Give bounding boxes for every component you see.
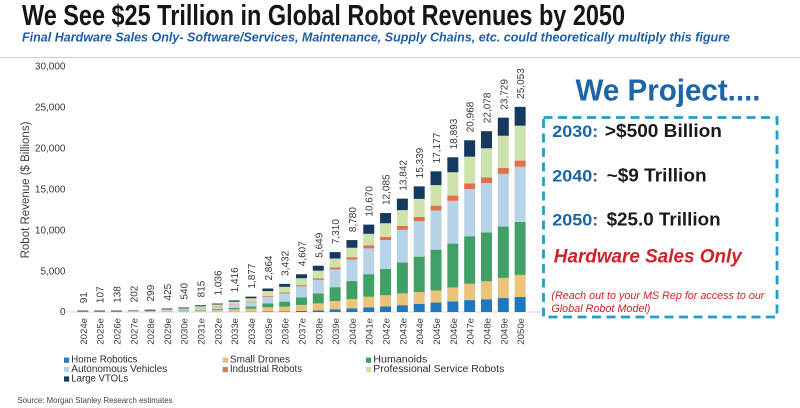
svg-text:2037e: 2037e: [297, 318, 308, 345]
svg-text:Small Drones: Small Drones: [230, 355, 290, 366]
svg-text:2040e: 2040e: [348, 318, 359, 345]
svg-text:23,729: 23,729: [499, 79, 510, 110]
svg-text:12,085: 12,085: [382, 174, 393, 205]
svg-text:Robot Revenue ($ Billions): Robot Revenue ($ Billions): [20, 121, 32, 258]
svg-text:2029e: 2029e: [163, 318, 174, 345]
svg-text:815: 815: [197, 280, 208, 297]
svg-text:2033e: 2033e: [230, 318, 241, 345]
svg-text:2031e: 2031e: [197, 318, 208, 345]
svg-text:1,877: 1,877: [247, 263, 258, 288]
svg-text:22,078: 22,078: [482, 92, 493, 123]
svg-text:2027e: 2027e: [129, 318, 140, 345]
svg-text:2025e: 2025e: [96, 318, 107, 345]
svg-text:2045e: 2045e: [432, 318, 443, 345]
svg-text:Professional Service Robots: Professional Service Robots: [373, 364, 504, 375]
svg-text:2034e: 2034e: [247, 318, 258, 345]
svg-text:2046e: 2046e: [449, 318, 460, 345]
svg-text:202: 202: [129, 285, 140, 302]
svg-text:17,177: 17,177: [432, 132, 443, 163]
svg-text:2043e: 2043e: [398, 318, 409, 345]
svg-text:4,607: 4,607: [297, 241, 308, 266]
svg-text:2032e: 2032e: [213, 318, 224, 345]
svg-text:Industrial Robots: Industrial Robots: [230, 364, 302, 375]
svg-text:10,670: 10,670: [365, 186, 376, 217]
svg-text:25,053: 25,053: [516, 68, 527, 99]
svg-text:2038e: 2038e: [314, 318, 325, 345]
svg-text:20,000: 20,000: [35, 143, 66, 154]
svg-text:$25.0 Trillion: $25.0 Trillion: [607, 209, 721, 230]
svg-text:8,780: 8,780: [348, 207, 359, 232]
svg-text:18,893: 18,893: [449, 118, 460, 149]
svg-text:107: 107: [96, 286, 107, 303]
svg-text:>$500 Billion: >$500 Billion: [605, 120, 722, 141]
svg-text:Autonomous Vehicles: Autonomous Vehicles: [71, 364, 167, 375]
svg-text:138: 138: [112, 286, 123, 303]
svg-text:25,000: 25,000: [35, 102, 66, 113]
svg-text:2050e: 2050e: [516, 318, 527, 345]
svg-text:1,416: 1,416: [230, 267, 241, 292]
svg-text:425: 425: [163, 283, 174, 300]
svg-text:2030e: 2030e: [180, 318, 191, 345]
svg-text:30,000: 30,000: [35, 62, 66, 73]
svg-text:Final Hardware Sales Only- Sof: Final Hardware Sales Only- Software/Serv…: [22, 30, 730, 45]
svg-text:2030:: 2030:: [552, 122, 598, 141]
svg-text:(Reach out to your MS Rep for: (Reach out to your MS Rep for access to …: [551, 290, 765, 302]
svg-text:20,968: 20,968: [466, 101, 477, 132]
svg-text:2024e: 2024e: [79, 318, 90, 345]
svg-text:2040:: 2040:: [552, 167, 598, 186]
svg-text:We Project....: We Project....: [576, 74, 761, 108]
svg-text:10,000: 10,000: [35, 225, 66, 236]
svg-text:2044e: 2044e: [415, 318, 426, 345]
svg-text:2,864: 2,864: [264, 255, 275, 280]
svg-text:1,036: 1,036: [213, 270, 224, 295]
svg-text:15,339: 15,339: [415, 147, 426, 178]
svg-text:3,432: 3,432: [281, 250, 292, 275]
svg-text:Hardware Sales Only: Hardware Sales Only: [554, 247, 743, 268]
svg-text:15,000: 15,000: [35, 184, 66, 195]
svg-text:Large VTOLs: Large VTOLs: [71, 373, 128, 384]
svg-text:Home Robotics: Home Robotics: [71, 355, 137, 366]
svg-text:2047e: 2047e: [466, 318, 477, 345]
svg-text:2028e: 2028e: [146, 318, 157, 345]
svg-text:0: 0: [60, 307, 66, 318]
svg-text:Global Robot Model): Global Robot Model): [551, 303, 650, 315]
svg-text:540: 540: [180, 282, 191, 299]
svg-text:Source: Morgan Stanley Researc: Source: Morgan Stanley Research estimate…: [18, 396, 173, 405]
svg-text:We See $25 Trillion in Global: We See $25 Trillion in Global Robot Reve…: [22, 0, 625, 32]
svg-text:Humanoids: Humanoids: [373, 355, 427, 366]
svg-text:2048e: 2048e: [482, 318, 493, 345]
svg-text:13,842: 13,842: [398, 160, 409, 191]
svg-text:~$9 Trillion: ~$9 Trillion: [607, 165, 707, 186]
svg-text:5,000: 5,000: [40, 266, 65, 277]
svg-text:2050:: 2050:: [552, 211, 598, 230]
svg-text:2049e: 2049e: [499, 318, 510, 345]
svg-text:7,310: 7,310: [331, 219, 342, 244]
svg-text:91: 91: [79, 292, 90, 304]
svg-text:2035e: 2035e: [264, 318, 275, 345]
svg-text:2042e: 2042e: [382, 318, 393, 345]
svg-text:299: 299: [146, 284, 157, 301]
svg-text:2039e: 2039e: [331, 318, 342, 345]
svg-text:2026e: 2026e: [112, 318, 123, 345]
svg-text:2041e: 2041e: [365, 318, 376, 345]
svg-text:2036e: 2036e: [281, 318, 292, 345]
svg-text:5,649: 5,649: [314, 232, 325, 257]
